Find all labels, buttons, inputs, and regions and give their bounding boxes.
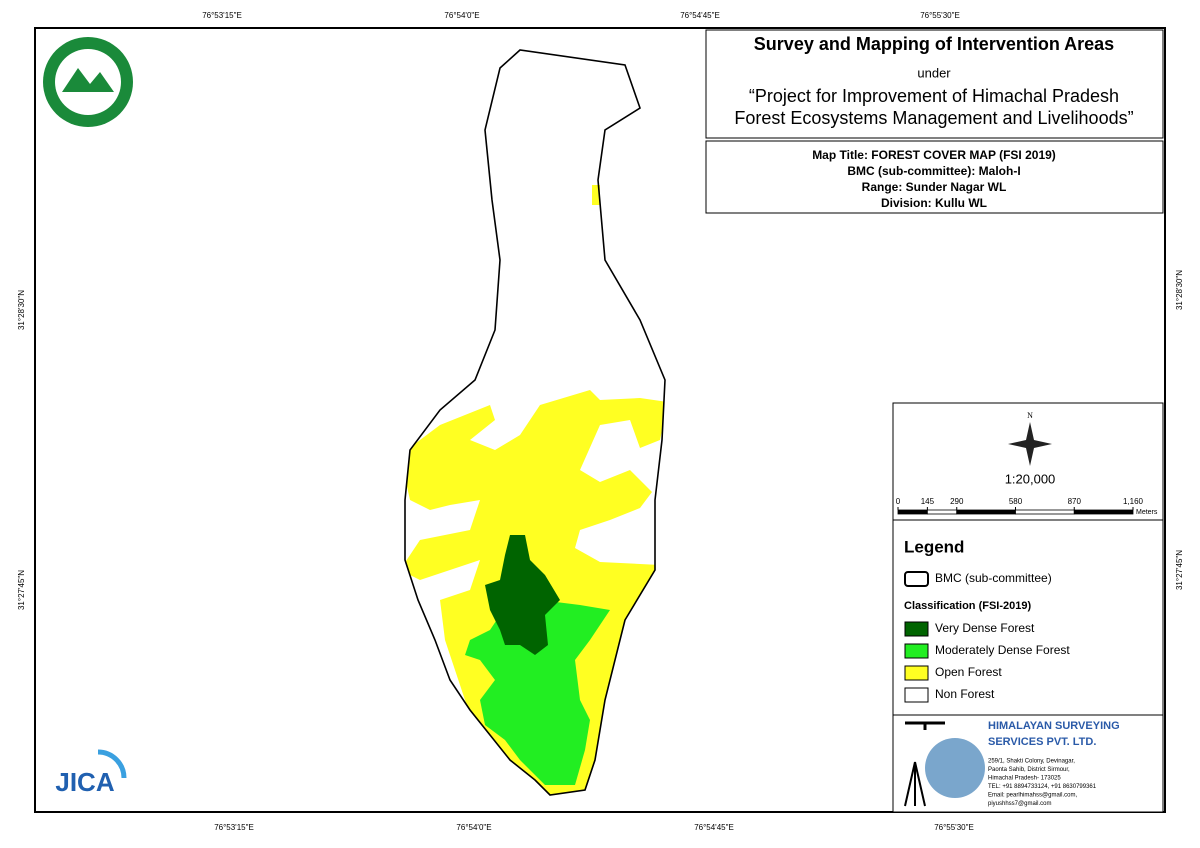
moderately-dense-forest: [465, 600, 610, 785]
info-line: Division: Kullu WL: [881, 196, 987, 210]
scale-unit: Meters: [1136, 509, 1158, 516]
scale-segment: [1073, 509, 1134, 515]
scale-tick-label: 580: [1009, 497, 1023, 506]
info-line: Range: Sunder Nagar WL: [862, 180, 1007, 194]
scale-segment: [956, 509, 1016, 515]
project-name: “Project for Improvement of Himachal Pra…: [749, 86, 1119, 106]
coord-label: 76°55'30"E: [920, 11, 960, 20]
address-line: Himachal Pradesh- 173025: [988, 776, 1061, 782]
jica-logo: [97, 749, 127, 779]
scale-tick-label: 870: [1068, 497, 1082, 506]
coord-label: 76°53'15"E: [214, 823, 254, 832]
info-line: Map Title: FOREST COVER MAP (FSI 2019): [812, 148, 1056, 162]
scale-tick-label: 1,160: [1123, 497, 1144, 506]
legend-label: Non Forest: [935, 687, 995, 701]
coord-label: 76°54'0"E: [444, 11, 479, 20]
very-dense-forest: [485, 535, 560, 655]
coord-label: 76°54'45"E: [680, 11, 720, 20]
coord-label: 76°54'45"E: [694, 823, 734, 832]
scale-segment: [1015, 509, 1075, 515]
legend-label: BMC (sub-committee): [935, 571, 1052, 585]
legend-title: Legend: [904, 537, 964, 556]
company-logo: [925, 738, 985, 798]
legend-swatch: [904, 643, 929, 659]
company-logo: [904, 761, 926, 807]
company-address: 259/1, Shakti Colony, Devinagar, Paonta S…: [988, 759, 1097, 808]
coord-label: 76°55'30"E: [934, 823, 974, 832]
info-line: BMC (sub-committee): Maloh-I: [847, 164, 1020, 178]
map-frame: [34, 27, 1166, 813]
north-arrow: [1008, 422, 1052, 466]
company-logo: [905, 721, 945, 730]
address-line: Email: pearlhimahss@gmail.com,: [988, 793, 1077, 799]
coord-label: 31°27'45"N: [17, 570, 26, 610]
title: Survey and Mapping of Intervention Areas: [754, 34, 1114, 54]
legend-subtitle: Classification (FSI-2019): [904, 600, 1031, 612]
legend-label: Moderately Dense Forest: [935, 643, 1070, 657]
address-line: TEL: +91 8894733124, +91 8630799361: [988, 784, 1097, 790]
scale-segment: [926, 509, 958, 515]
subtitle: under: [917, 65, 951, 80]
info-box: [705, 140, 1164, 214]
scale-tick-label: 145: [921, 497, 935, 506]
company-name: SERVICES PVT. LTD.: [988, 736, 1096, 748]
coord-label: 76°53'15"E: [202, 11, 242, 20]
legend-box: [892, 519, 1164, 716]
scale-tick-label: 290: [950, 497, 964, 506]
north-label: N: [1027, 411, 1033, 420]
scale-tick-label: 0: [896, 497, 901, 506]
forest-dept-logo: [62, 68, 114, 92]
scale-segment: [897, 509, 928, 515]
legend-label: Open Forest: [935, 665, 1002, 679]
legend-swatch: [904, 665, 929, 681]
scale-bar: 0 145 290 580 870 1,160: [896, 497, 1144, 515]
project-name: Forest Ecosystems Management and Livelih…: [734, 108, 1133, 128]
scale-box: [892, 402, 1164, 521]
address-line: Paonta Sahib, District Sirmour,: [988, 767, 1070, 773]
legend-items: Very Dense Forest Moderately Dense Forest…: [904, 621, 1070, 703]
jica-logo-text: JICA: [55, 767, 114, 797]
coord-label: 31°28'30"N: [17, 290, 26, 330]
legend-swatch: [904, 687, 929, 703]
scale-ratio: 1:20,000: [1005, 471, 1056, 486]
title-box: [705, 29, 1164, 139]
legend-swatch: [904, 621, 929, 637]
open-forest: [592, 185, 600, 205]
address-line: piyushhss7@gmail.com: [988, 801, 1051, 807]
bmc-boundary: [404, 49, 666, 796]
legend-label: Very Dense Forest: [935, 621, 1035, 635]
coord-label: 31°27'45"N: [1175, 550, 1184, 590]
coord-label: 31°28'30"N: [1175, 270, 1184, 310]
address-line: 259/1, Shakti Colony, Devinagar,: [988, 759, 1075, 765]
legend-swatch: [904, 571, 929, 587]
company-name: HIMALAYAN SURVEYING: [988, 720, 1120, 732]
coord-label: 76°54'0"E: [456, 823, 491, 832]
